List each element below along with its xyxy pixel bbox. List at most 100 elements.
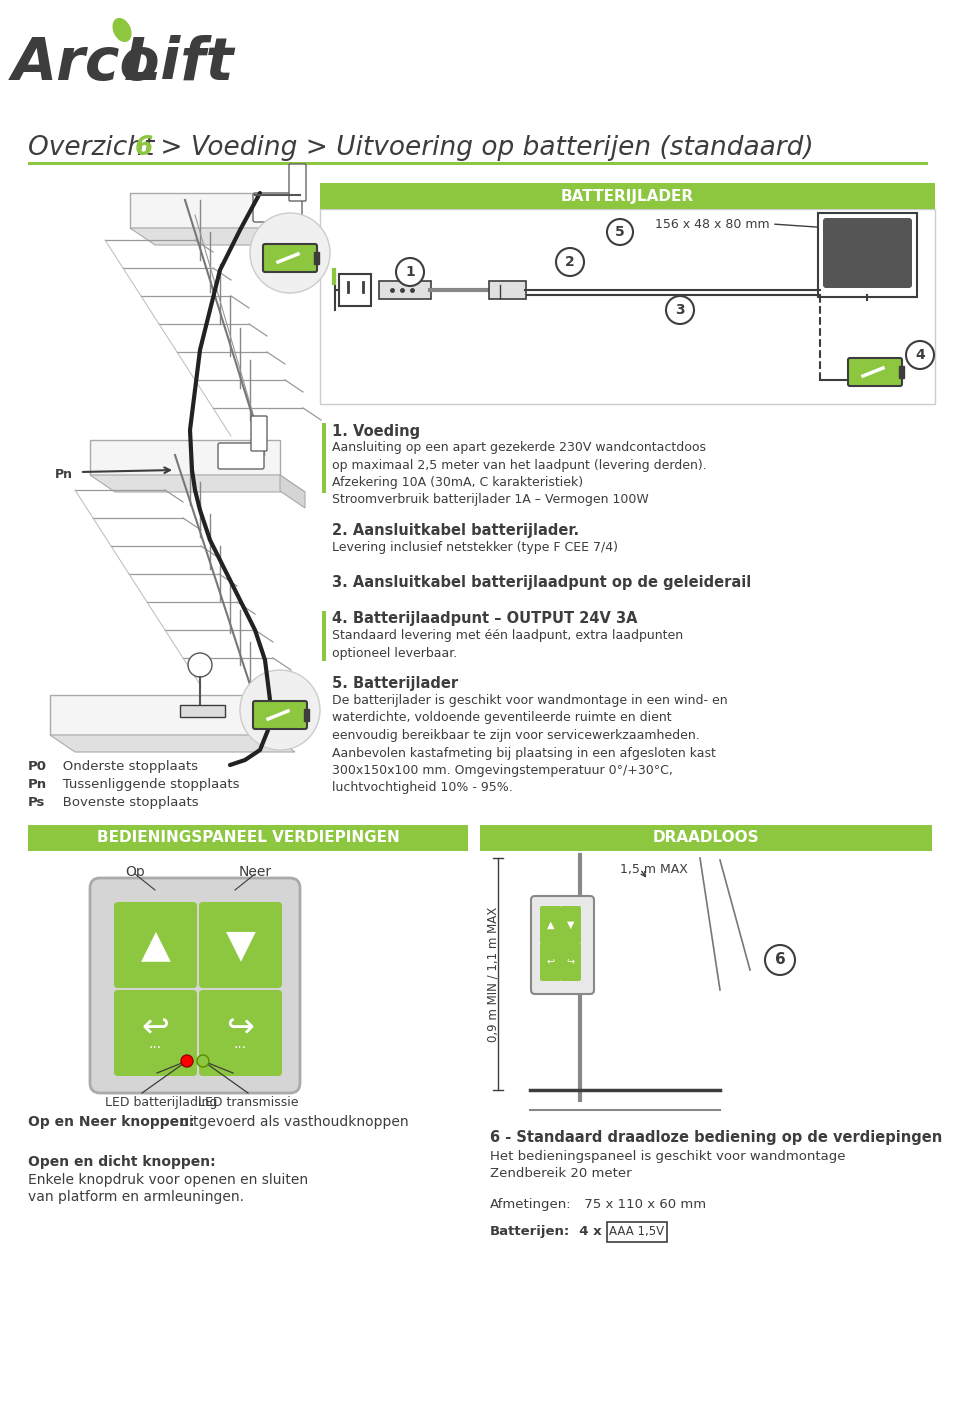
- FancyBboxPatch shape: [818, 213, 917, 297]
- Polygon shape: [90, 476, 305, 491]
- Text: Standaard levering met één laadpunt, extra laadpunten
optioneel leverbaar.: Standaard levering met één laadpunt, ext…: [332, 629, 684, 659]
- Circle shape: [607, 219, 633, 246]
- Text: 2. Aansluitkabel batterijlader.: 2. Aansluitkabel batterijlader.: [332, 523, 579, 538]
- Text: 75 x 110 x 60 mm: 75 x 110 x 60 mm: [580, 1198, 707, 1211]
- Text: Op en Neer knoppen:: Op en Neer knoppen:: [28, 1115, 195, 1129]
- FancyBboxPatch shape: [180, 704, 225, 717]
- FancyBboxPatch shape: [253, 701, 307, 728]
- FancyBboxPatch shape: [540, 906, 561, 944]
- Text: ↩: ↩: [141, 1011, 170, 1045]
- Text: van platform en armleuningen.: van platform en armleuningen.: [28, 1190, 244, 1204]
- Text: Ps: Ps: [28, 797, 45, 809]
- Circle shape: [181, 1055, 193, 1066]
- Text: LED batterijlading: LED batterijlading: [105, 1096, 217, 1109]
- Text: Overzicht: Overzicht: [28, 135, 163, 160]
- Text: 156 x 48 x 80 mm: 156 x 48 x 80 mm: [656, 219, 770, 231]
- Text: AAA 1,5V: AAA 1,5V: [610, 1225, 664, 1238]
- Text: BEDIENINGSPANEEL VERDIEPINGEN: BEDIENINGSPANEEL VERDIEPINGEN: [97, 831, 399, 845]
- Text: Op: Op: [125, 865, 145, 879]
- Ellipse shape: [113, 18, 131, 41]
- FancyBboxPatch shape: [114, 990, 197, 1076]
- Text: 2: 2: [565, 256, 575, 268]
- Text: De batterijlader is geschikt voor wandmontage in een wind- en
waterdichte, voldo: De batterijlader is geschikt voor wandmo…: [332, 694, 728, 795]
- Text: 5: 5: [615, 224, 625, 239]
- Text: Bovenste stopplaats: Bovenste stopplaats: [50, 797, 199, 809]
- Circle shape: [666, 295, 694, 324]
- Text: 3: 3: [675, 302, 684, 317]
- Text: Pn: Pn: [28, 778, 47, 791]
- Text: 4. Batterijlaadpunt – OUTPUT 24V 3A: 4. Batterijlaadpunt – OUTPUT 24V 3A: [332, 611, 637, 626]
- FancyBboxPatch shape: [560, 906, 581, 944]
- Text: 3. Aansluitkabel batterijlaadpunt op de geleiderail: 3. Aansluitkabel batterijlaadpunt op de …: [332, 575, 752, 589]
- FancyBboxPatch shape: [90, 878, 300, 1093]
- FancyBboxPatch shape: [560, 943, 581, 981]
- Text: ···: ···: [149, 1041, 162, 1055]
- FancyBboxPatch shape: [899, 366, 904, 378]
- FancyBboxPatch shape: [199, 902, 282, 988]
- Text: Afmetingen:: Afmetingen:: [490, 1198, 571, 1211]
- FancyBboxPatch shape: [540, 943, 561, 981]
- Text: 5. Batterijlader: 5. Batterijlader: [332, 676, 458, 692]
- Text: P0: P0: [295, 719, 313, 731]
- FancyBboxPatch shape: [28, 162, 928, 165]
- Circle shape: [906, 341, 934, 369]
- FancyBboxPatch shape: [320, 209, 935, 405]
- Circle shape: [396, 258, 424, 285]
- FancyBboxPatch shape: [253, 193, 302, 222]
- Text: P0: P0: [28, 760, 47, 772]
- Circle shape: [188, 653, 212, 677]
- Text: ↪: ↪: [566, 957, 575, 967]
- Text: ▲: ▲: [547, 920, 554, 930]
- Text: ▼: ▼: [226, 926, 255, 964]
- Text: Open: Open: [227, 1075, 260, 1088]
- Text: > Voeding > Uitvoering op batterijen (standaard): > Voeding > Uitvoering op batterijen (st…: [152, 135, 814, 160]
- Text: ···: ···: [234, 1041, 247, 1055]
- Circle shape: [556, 248, 584, 275]
- FancyBboxPatch shape: [322, 423, 326, 493]
- FancyBboxPatch shape: [50, 694, 270, 736]
- Polygon shape: [130, 229, 325, 246]
- Text: Open en dicht knoppen:: Open en dicht knoppen:: [28, 1154, 216, 1169]
- Text: Onderste stopplaats: Onderste stopplaats: [50, 760, 198, 772]
- Text: Batterijen:: Batterijen:: [490, 1225, 570, 1238]
- FancyBboxPatch shape: [823, 219, 912, 288]
- FancyBboxPatch shape: [28, 825, 468, 851]
- FancyBboxPatch shape: [339, 274, 371, 305]
- Text: BATTERIJLADER: BATTERIJLADER: [561, 189, 694, 203]
- FancyBboxPatch shape: [289, 163, 306, 202]
- FancyBboxPatch shape: [322, 611, 326, 660]
- Circle shape: [765, 944, 795, 976]
- Text: 6: 6: [775, 953, 785, 967]
- FancyBboxPatch shape: [90, 440, 280, 476]
- Text: 1. Voeding: 1. Voeding: [332, 425, 420, 439]
- Polygon shape: [50, 736, 295, 753]
- Text: Het bedieningspaneel is geschikt voor wandmontage
Zendbereik 20 meter: Het bedieningspaneel is geschikt voor wa…: [490, 1150, 846, 1180]
- Text: LED transmissie: LED transmissie: [198, 1096, 299, 1109]
- Text: Arco: Arco: [12, 36, 160, 92]
- FancyBboxPatch shape: [379, 281, 431, 300]
- Text: Enkele knopdruk voor openen en sluiten: Enkele knopdruk voor openen en sluiten: [28, 1173, 308, 1187]
- Text: Neer: Neer: [238, 865, 272, 879]
- Text: 4 x: 4 x: [570, 1225, 602, 1238]
- Text: 0,9 m MIN / 1,1 m MAX: 0,9 m MIN / 1,1 m MAX: [487, 906, 499, 1042]
- FancyBboxPatch shape: [218, 443, 264, 469]
- Text: Levering inclusief netstekker (type F CEE 7/4): Levering inclusief netstekker (type F CE…: [332, 541, 618, 554]
- FancyBboxPatch shape: [304, 709, 309, 721]
- FancyBboxPatch shape: [480, 825, 932, 851]
- Text: DRAADLOOS: DRAADLOOS: [653, 831, 759, 845]
- Text: Dicht: Dicht: [131, 1075, 163, 1088]
- FancyBboxPatch shape: [199, 990, 282, 1076]
- FancyBboxPatch shape: [314, 251, 319, 264]
- FancyBboxPatch shape: [320, 183, 935, 209]
- Text: Tussenliggende stopplaats: Tussenliggende stopplaats: [50, 778, 239, 791]
- Text: ▲: ▲: [140, 926, 171, 964]
- Text: 1: 1: [405, 266, 415, 278]
- Circle shape: [250, 213, 330, 293]
- Text: 1,5 m MAX: 1,5 m MAX: [620, 863, 688, 876]
- Text: ↪: ↪: [227, 1011, 254, 1045]
- FancyBboxPatch shape: [263, 244, 317, 273]
- FancyBboxPatch shape: [607, 1223, 667, 1242]
- Text: uitgevoerd als vasthoudknoppen: uitgevoerd als vasthoudknoppen: [176, 1115, 409, 1129]
- Circle shape: [197, 1055, 209, 1066]
- Text: ▼: ▼: [566, 920, 574, 930]
